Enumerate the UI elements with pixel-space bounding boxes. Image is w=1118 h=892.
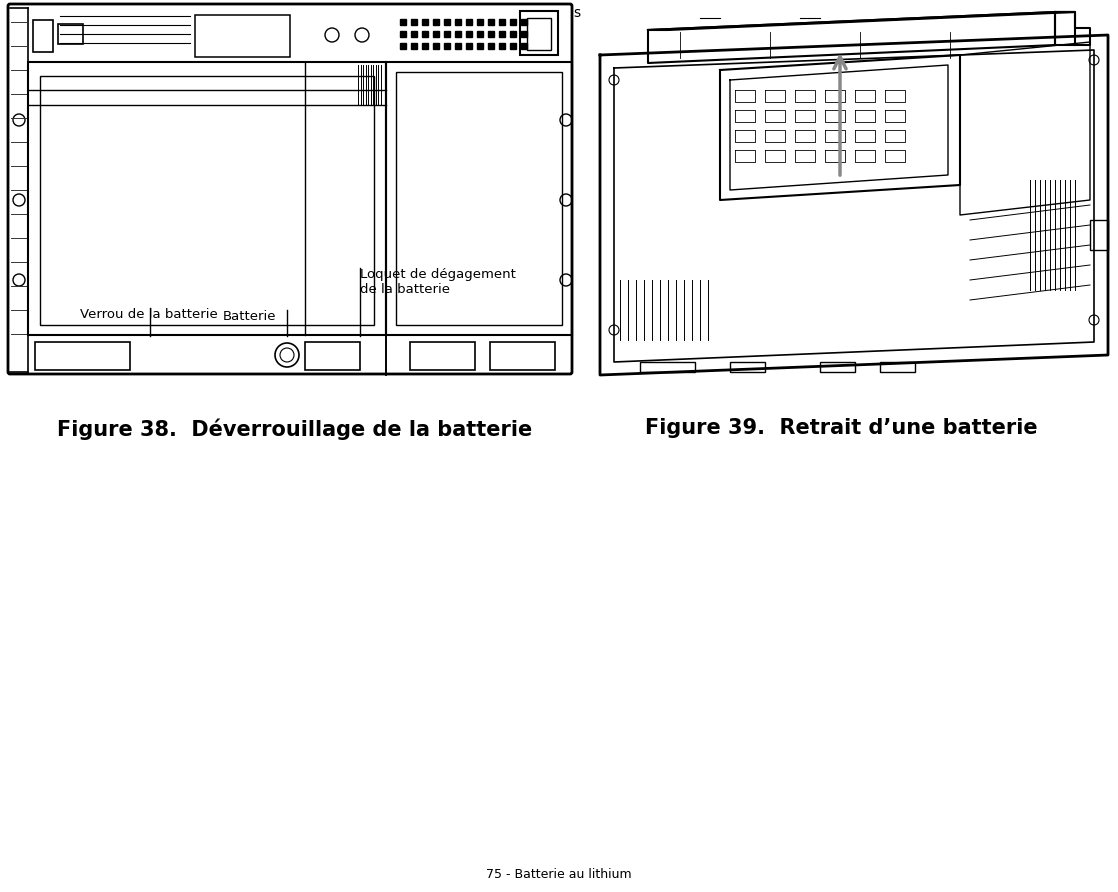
Bar (510, 43, 517, 49)
Bar (520, 11, 558, 55)
Bar (396, 72, 562, 325)
Bar (34, 20, 53, 52)
Bar (521, 19, 527, 25)
Bar (195, 15, 290, 57)
Bar (433, 31, 439, 37)
Bar (444, 31, 451, 37)
Bar (305, 342, 360, 370)
Bar (521, 43, 527, 49)
Bar (880, 362, 915, 372)
Bar (487, 31, 494, 37)
Bar (411, 31, 417, 37)
Bar (521, 31, 527, 37)
Text: Loquet de dégagement
de la batterie: Loquet de dégagement de la batterie (360, 268, 515, 296)
Bar (466, 31, 472, 37)
Bar (477, 19, 483, 25)
Text: Figure 39.  Retrait d’une batterie: Figure 39. Retrait d’une batterie (645, 418, 1038, 438)
Bar (400, 19, 406, 25)
Text: Batterie: Batterie (224, 310, 277, 323)
Bar (490, 342, 555, 370)
Text: s: s (574, 6, 580, 20)
Bar (386, 62, 572, 335)
Bar (433, 43, 439, 49)
Bar (527, 18, 551, 50)
Bar (455, 31, 461, 37)
Bar (444, 19, 451, 25)
Bar (639, 362, 695, 372)
Bar (421, 43, 428, 49)
Bar (477, 31, 483, 37)
Text: Verrou de la batterie: Verrou de la batterie (80, 308, 218, 321)
Text: Figure 38.  Déverrouillage de la batterie: Figure 38. Déverrouillage de la batterie (57, 418, 532, 440)
Bar (400, 43, 406, 49)
Bar (466, 19, 472, 25)
Bar (487, 19, 494, 25)
Bar (487, 43, 494, 49)
Bar (1090, 220, 1108, 250)
Bar (58, 24, 83, 44)
Bar (466, 43, 472, 49)
Bar (28, 62, 386, 335)
Bar (730, 362, 765, 372)
Bar (410, 342, 475, 370)
Bar (35, 342, 130, 370)
Bar (400, 31, 406, 37)
Bar (499, 43, 505, 49)
Bar (411, 43, 417, 49)
Bar (499, 19, 505, 25)
Bar (421, 19, 428, 25)
Text: 75 - Batterie au lithium: 75 - Batterie au lithium (486, 868, 632, 881)
Bar (499, 31, 505, 37)
Bar (819, 362, 855, 372)
Bar (40, 76, 375, 325)
Bar (433, 19, 439, 25)
Bar (477, 43, 483, 49)
Bar (510, 19, 517, 25)
Bar (411, 19, 417, 25)
Bar (455, 19, 461, 25)
Bar (455, 43, 461, 49)
Bar (444, 43, 451, 49)
Bar (421, 31, 428, 37)
Bar (510, 31, 517, 37)
